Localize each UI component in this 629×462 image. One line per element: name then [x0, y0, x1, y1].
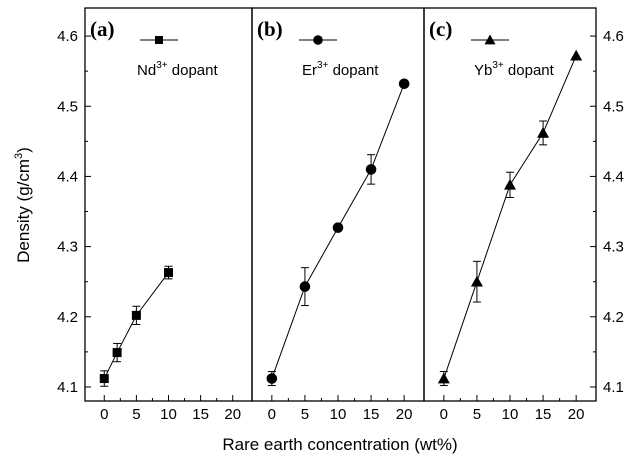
y-tick-label: 4.5 [603, 98, 624, 115]
y-tick-label: 4.6 [57, 28, 78, 45]
data-point [570, 49, 583, 61]
data-point [537, 126, 550, 138]
x-tick-label: 0 [440, 406, 448, 423]
legend-label: Yb3+ dopant [474, 60, 555, 79]
y-tick-label: 4.1 [603, 379, 624, 396]
y-tick-label: 4.3 [603, 239, 624, 256]
panel-c: 0 5 10 15 20 4.1 4.2 4.3 4.4 4.5 4.6 (c) Yb3+ dopant [423, 7, 624, 423]
x-tick-label: 15 [363, 406, 380, 423]
x-tick-label: 10 [330, 406, 347, 423]
x-tick-label: 20 [396, 406, 413, 423]
x-tick-label: 20 [224, 406, 241, 423]
x-tick-label: 5 [132, 406, 140, 423]
x-tick-label: 10 [502, 406, 519, 423]
data-point [299, 281, 311, 292]
panel-a: 0 5 10 15 20 4.1 4.2 4.3 4.4 4.5 4.6 (a) Nd3+ dopant [57, 7, 253, 423]
data-point [470, 275, 483, 287]
y-tick-label: 4.5 [57, 98, 78, 115]
panel-letter: (b) [257, 17, 283, 41]
data-point [164, 268, 173, 278]
data-point [504, 178, 516, 190]
data-point [437, 372, 450, 384]
y-tick-label: 4.2 [603, 309, 624, 326]
data-point [398, 78, 410, 90]
x-tick-label: 5 [473, 406, 481, 423]
legend-label: Nd3+ dopant [137, 60, 218, 79]
legend-label: Er3+ dopant [302, 60, 379, 79]
x-tick-label: 5 [301, 406, 309, 423]
y-tick-label: 4.2 [57, 309, 78, 326]
x-tick-label: 0 [100, 406, 108, 423]
panel-b: 0 5 10 15 20 (b) Er3+ dopant [251, 7, 425, 423]
data-point [266, 373, 278, 384]
y-tick-label: 4.1 [57, 379, 78, 396]
x-tick-label: 10 [160, 406, 177, 423]
data-point [131, 310, 141, 320]
y-tick-label: 4.6 [603, 28, 624, 45]
data-point [99, 374, 109, 384]
y-axis-title: Density (g/cm3) [13, 147, 33, 263]
y-tick-label: 4.4 [57, 168, 78, 185]
panel-letter: (a) [90, 17, 115, 41]
x-tick-label: 0 [268, 406, 276, 423]
y-tick-label: 4.4 [603, 168, 624, 185]
data-point [332, 222, 344, 233]
x-axis-title: Rare earth concentration (wt%) [222, 435, 457, 454]
series-line [443, 55, 577, 379]
x-tick-label: 15 [535, 406, 552, 423]
y-tick-label: 4.3 [57, 239, 78, 256]
legend-marker [313, 35, 323, 45]
x-tick-label: 20 [568, 406, 585, 423]
x-tick-label: 15 [192, 406, 209, 423]
data-point [365, 164, 377, 175]
legend-marker [484, 34, 496, 45]
data-point [112, 348, 122, 358]
legend-marker [155, 36, 163, 44]
panel-letter: (c) [429, 17, 452, 41]
series-line [103, 272, 169, 379]
